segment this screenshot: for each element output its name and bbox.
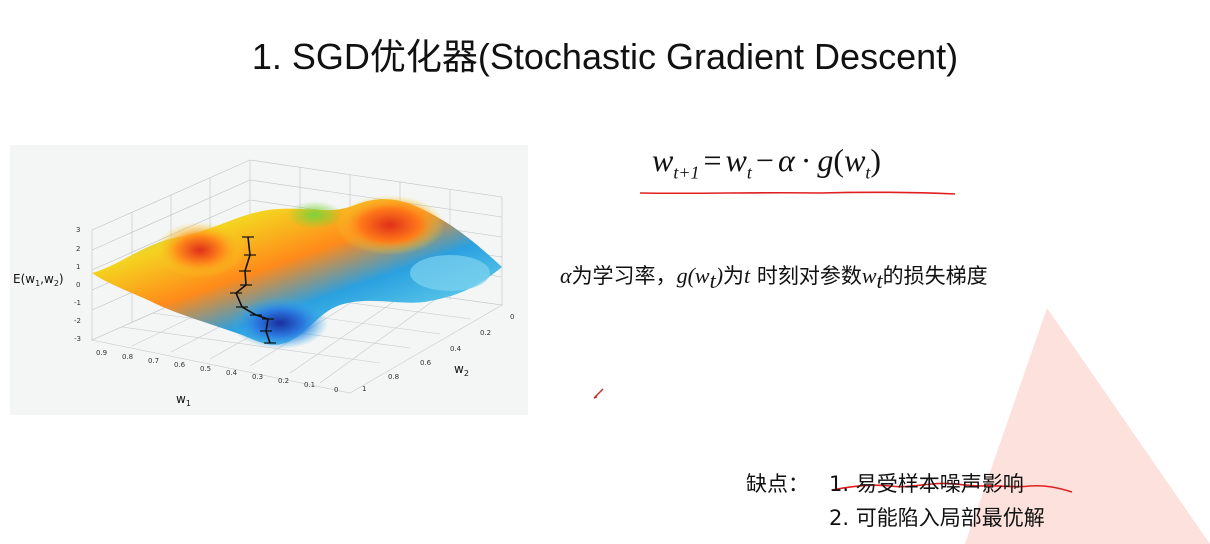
svg-text:0.7: 0.7 xyxy=(148,357,159,365)
sgd-path xyxy=(230,236,276,344)
svg-text:0.9: 0.9 xyxy=(96,349,107,357)
cons-item: 1. 易受样本噪声影响 xyxy=(829,472,1024,496)
loss-surface-graphic: 3 2 1 0 -1 -2 -3 0.9 0.8 0.7 0.6 0.5 0.4… xyxy=(13,159,514,408)
svg-text:-3: -3 xyxy=(74,335,81,343)
svg-text:0.8: 0.8 xyxy=(122,353,133,361)
svg-text:0.2: 0.2 xyxy=(278,377,289,385)
svg-text:1: 1 xyxy=(362,385,366,393)
x-axis-label: w1 xyxy=(176,392,191,408)
svg-text:0.8: 0.8 xyxy=(388,373,399,381)
svg-text:0: 0 xyxy=(510,313,514,321)
svg-text:0.2: 0.2 xyxy=(480,329,491,337)
svg-text:0.5: 0.5 xyxy=(200,365,211,373)
z-axis-label: E(w1,w2) xyxy=(13,272,64,288)
formula-underline xyxy=(639,191,956,195)
slide-title: 1. SGD优化器(Stochastic Gradient Descent) xyxy=(251,36,959,77)
svg-text:0.6: 0.6 xyxy=(420,359,432,367)
z-axis-ticks: 3 2 1 0 -1 -2 -3 xyxy=(74,226,81,343)
svg-text:0.3: 0.3 xyxy=(252,373,263,381)
x-axis-ticks: 0.9 0.8 0.7 0.6 0.5 0.4 0.3 0.2 0.1 0 xyxy=(96,349,338,394)
formula-description: α为学习率，g(wt)为t 时刻对参数wt的损失梯度 xyxy=(560,263,988,294)
cons-underline xyxy=(831,482,1073,493)
surface-peak-right xyxy=(335,195,445,255)
svg-text:-2: -2 xyxy=(74,317,81,325)
surface-green xyxy=(287,201,343,229)
cons-item: 2. 可能陷入局部最优解 xyxy=(829,506,1045,530)
y-axis-ticks: 0 0.2 0.4 0.6 0.8 1 xyxy=(362,313,514,393)
surface-peak-left xyxy=(155,222,245,278)
svg-text:-1: -1 xyxy=(74,299,81,307)
svg-text:0: 0 xyxy=(76,281,80,289)
svg-text:0.4: 0.4 xyxy=(226,369,238,377)
pen-cursor-icon xyxy=(593,388,604,399)
svg-text:0.4: 0.4 xyxy=(450,345,462,353)
surface-flat-right xyxy=(410,255,490,291)
svg-text:3: 3 xyxy=(76,226,80,234)
svg-text:0.6: 0.6 xyxy=(174,361,186,369)
svg-text:0: 0 xyxy=(334,386,338,394)
surface-valley xyxy=(232,297,328,349)
svg-text:2: 2 xyxy=(76,245,80,253)
y-axis-label: w2 xyxy=(454,362,469,378)
sgd-update-formula: wt+1 = wt − α · g(wt) xyxy=(652,142,882,183)
cons-label: 缺点： xyxy=(746,472,809,496)
svg-text:1: 1 xyxy=(76,263,80,271)
svg-text:0.1: 0.1 xyxy=(304,381,315,389)
loss-surface-plot: 3 2 1 0 -1 -2 -3 0.9 0.8 0.7 0.6 0.5 0.4… xyxy=(10,145,528,415)
